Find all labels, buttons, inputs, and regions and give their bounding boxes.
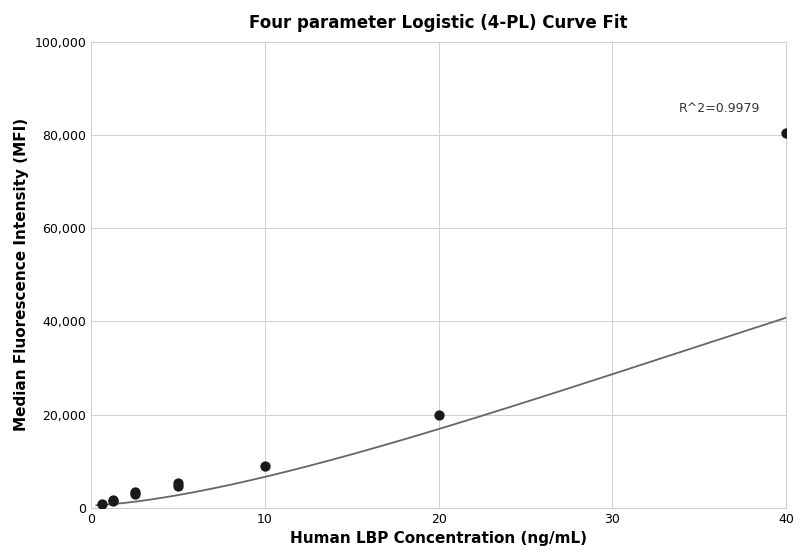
Point xyxy=(128,489,141,498)
Point xyxy=(432,410,445,419)
Point xyxy=(107,497,120,506)
Title: Four parameter Logistic (4-PL) Curve Fit: Four parameter Logistic (4-PL) Curve Fit xyxy=(250,14,628,32)
X-axis label: Human LBP Concentration (ng/mL): Human LBP Concentration (ng/mL) xyxy=(290,531,587,546)
Point xyxy=(780,128,793,137)
Y-axis label: Median Fluorescence Intensity (MFI): Median Fluorescence Intensity (MFI) xyxy=(14,118,29,431)
Text: R^2=0.9979: R^2=0.9979 xyxy=(679,102,760,115)
Point xyxy=(107,495,120,504)
Point xyxy=(259,461,271,470)
Point xyxy=(95,499,108,508)
Point xyxy=(128,488,141,497)
Point xyxy=(171,478,184,487)
Point xyxy=(171,481,184,490)
